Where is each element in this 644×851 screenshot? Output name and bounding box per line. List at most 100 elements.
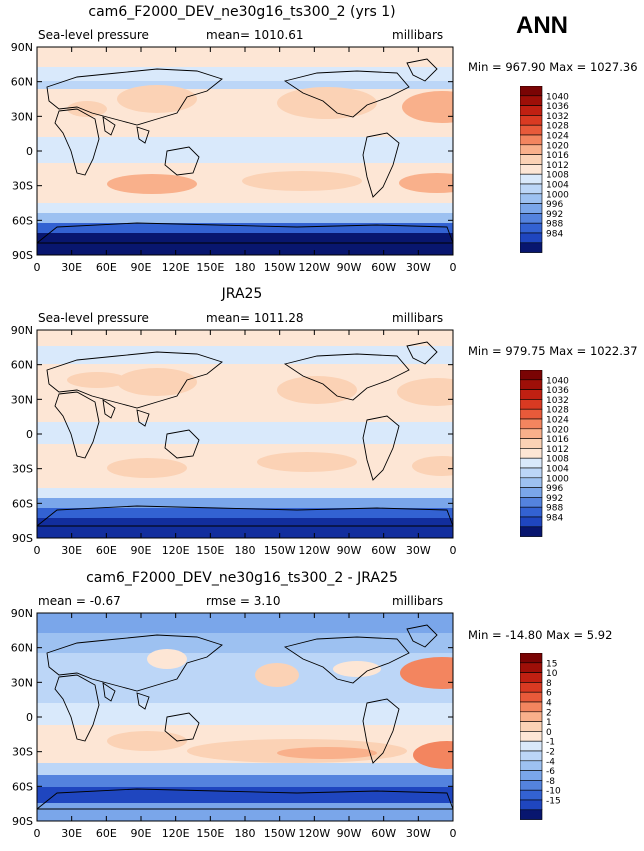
x-tick-label: 150W [264, 544, 296, 557]
coastline-8 [37, 222, 453, 244]
x-tick-label: 120E [162, 261, 190, 274]
y-tick-label: 60N [11, 76, 33, 89]
field-cell-4 [277, 747, 377, 759]
x-tick-label: 0 [34, 261, 41, 274]
colorbar-label: 996 [546, 200, 563, 210]
field-cell-5 [413, 741, 453, 769]
coastline-8 [37, 788, 453, 810]
panel3-units: millibars [392, 594, 444, 608]
x-tick-label: 90E [131, 827, 152, 840]
colorbar-swatch-4 [520, 124, 543, 136]
field-band-5 [37, 763, 453, 775]
colorbar-label: 1024 [546, 132, 569, 142]
coastline-7 [406, 624, 438, 648]
colorbar-label: 1016 [546, 151, 569, 161]
x-tick-label: 150E [196, 261, 224, 274]
y-tick-label: 90S [12, 815, 33, 828]
y-tick-label: 0 [26, 711, 33, 724]
coastline-1 [54, 108, 100, 176]
field-band-4 [37, 137, 453, 163]
colorbar-swatch-3 [520, 399, 543, 410]
y-tick-label: 0 [26, 428, 33, 441]
colorbar-label: 992 [546, 210, 563, 220]
y-tick-label: 90N [11, 41, 33, 54]
field-cell-7 [147, 649, 187, 669]
y-tick-label: 60S [12, 214, 33, 227]
colorbar-label: 988 [546, 220, 563, 230]
colorbar-label: 1040 [546, 92, 569, 102]
colorbar-swatch-13 [520, 497, 543, 508]
y-tick-label: 30N [11, 676, 33, 689]
panel3-title: cam6_F2000_DEV_ne30g16_ts300_2 - JRA25 [86, 570, 398, 586]
colorbar-label: 1024 [546, 416, 569, 426]
x-tick-label: 120E [162, 827, 190, 840]
coastline-4 [164, 712, 200, 742]
x-tick-label: 30E [61, 261, 82, 274]
field-cell-1 [277, 87, 377, 119]
colorbar-swatch-9 [520, 740, 543, 752]
coastline-5 [283, 353, 410, 401]
field-band-1 [37, 346, 453, 364]
colorbar-swatch-12 [520, 487, 543, 498]
x-tick-label: 60E [96, 261, 117, 274]
panel2-stats: Min = 979.75 Max = 1022.37 [468, 344, 638, 358]
colorbar-swatch-1 [520, 95, 543, 106]
x-tick-label: 120W [298, 827, 330, 840]
panel3-mean: mean = -0.67 [38, 594, 121, 608]
field-cell-2 [333, 661, 381, 677]
field-band-8 [37, 223, 453, 233]
colorbar-label: 2 [546, 708, 552, 718]
colorbar-swatch-16 [520, 809, 543, 820]
colorbar-label: 6 [546, 689, 552, 699]
y-tick-label: 30S [12, 746, 33, 759]
coastline-5 [283, 70, 410, 118]
x-tick-label: 60E [96, 544, 117, 557]
x-tick-label: 90W [337, 544, 362, 557]
x-tick-label: 180 [235, 261, 256, 274]
coastline-6 [362, 698, 400, 764]
colorbar-label: 4 [546, 699, 552, 709]
field-band-2 [37, 653, 453, 703]
colorbar-swatch-11 [520, 477, 543, 488]
x-tick-label: 0 [450, 544, 457, 557]
colorbar-label: -1 [546, 738, 555, 748]
coastline-4 [164, 146, 200, 176]
field-cell-1 [400, 657, 453, 689]
panel1-units: millibars [392, 28, 444, 42]
colorbar-swatch-5 [520, 134, 543, 146]
x-tick-label: 60W [371, 544, 396, 557]
colorbar-label: 8 [546, 679, 552, 689]
colorbar-swatch-12 [520, 770, 543, 781]
field-cell-5 [399, 173, 453, 193]
colorbar-label: 1004 [546, 181, 569, 191]
panel2-colorbar: 1040103610321028102410201016101210081004… [520, 370, 569, 537]
x-tick-label: 150W [264, 261, 296, 274]
colorbar-label: 0 [546, 728, 552, 738]
coastline-3 [136, 692, 150, 710]
colorbar-swatch-6 [520, 428, 543, 439]
field-cell-0 [117, 368, 197, 396]
x-tick-label: 120W [298, 544, 330, 557]
colorbar-label: 1020 [546, 425, 569, 435]
field-band-6 [37, 498, 453, 508]
x-tick-label: 180 [235, 827, 256, 840]
colorbar-swatch-12 [520, 203, 543, 214]
field-cell-4 [257, 452, 357, 472]
y-tick-label: 60N [11, 359, 33, 372]
colorbar-label: 984 [546, 230, 563, 240]
panel1-title: cam6_F2000_DEV_ne30g16_ts300_2 (yrs 1) [88, 4, 396, 20]
x-tick-label: 120W [298, 261, 330, 274]
field-band-1 [37, 67, 453, 81]
field-cell-2 [402, 91, 453, 123]
colorbar-swatch-4 [520, 408, 543, 420]
colorbar-label: 1036 [546, 386, 569, 396]
colorbar-swatch-0 [520, 86, 543, 97]
y-tick-label: 60S [12, 497, 33, 510]
colorbar-label: 984 [546, 514, 563, 524]
x-tick-label: 60W [371, 827, 396, 840]
y-tick-label: 30N [11, 393, 33, 406]
colorbar-swatch-11 [520, 193, 543, 204]
colorbar-swatch-14 [520, 789, 543, 801]
panel1-stats: Min = 967.90 Max = 1027.36 [468, 60, 638, 74]
